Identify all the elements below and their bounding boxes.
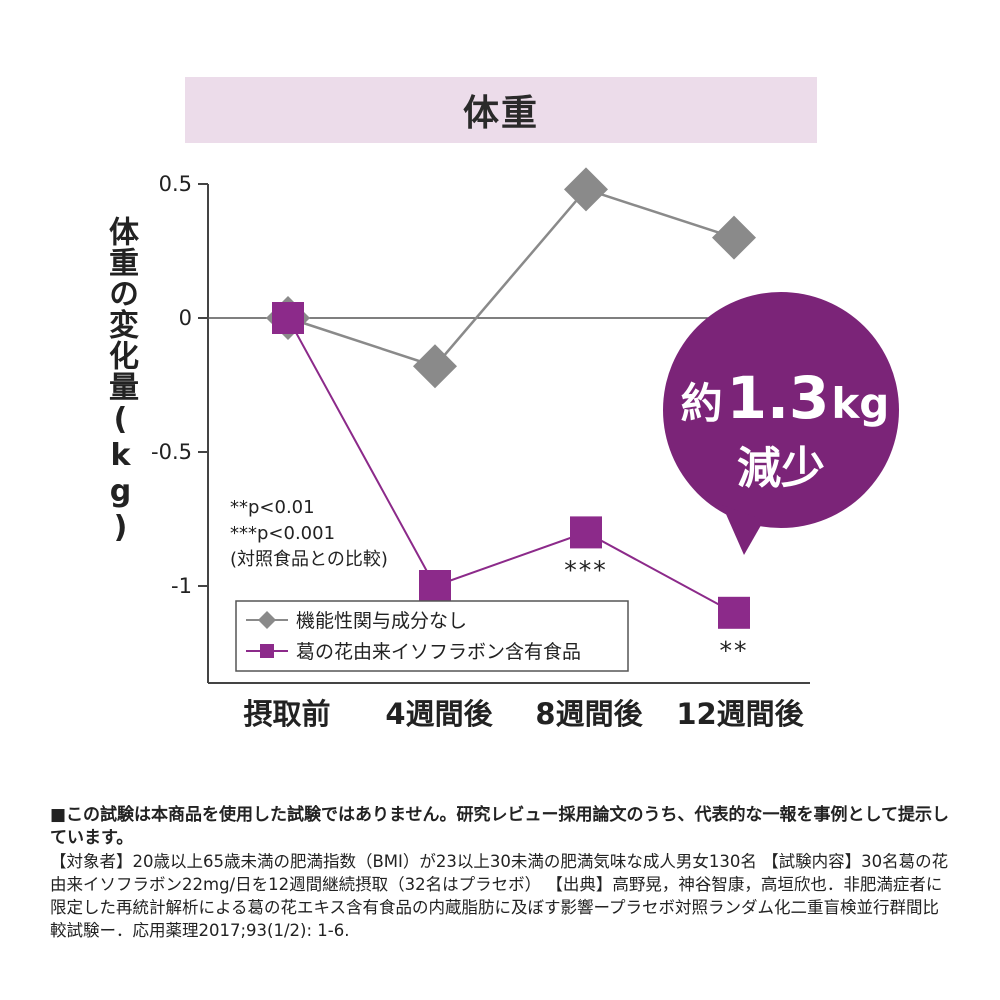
footnote: ■この試験は本商品を使用した試験ではありません。研究レビュー採用論文のうち、代表…: [50, 804, 955, 942]
legend-box: [235, 600, 629, 672]
significance-notes: **p<0.01 ***p<0.001 (対照食品との比較): [230, 497, 388, 570]
data-point: [718, 596, 750, 629]
y-tick-label: 0: [179, 306, 192, 330]
data-point: [272, 302, 304, 334]
significance-mark: ***: [564, 555, 608, 584]
callout-amount: 約1.3kg: [681, 364, 890, 432]
data-point: [712, 215, 756, 260]
y-tick-label: 0.5: [159, 172, 192, 196]
footnote-body: 【対象者】20歳以上65歳未満の肥満指数（BMI）が23以上30未満の肥満気味な…: [50, 852, 949, 940]
note-line: **p<0.01: [230, 497, 315, 518]
legend-label: 葛の花由来イソフラボン含有食品: [296, 641, 581, 663]
y-ticks: 0.5 0 -0.5 -1: [151, 172, 208, 598]
data-point: [419, 570, 451, 602]
data-point: [413, 344, 457, 389]
x-category-label: 12週間後: [676, 697, 804, 731]
significance-mark: **: [720, 636, 749, 665]
note-line: ***p<0.001: [230, 523, 335, 544]
x-category-label: 摂取前: [243, 697, 330, 731]
series-treatment: [272, 302, 750, 629]
y-axis-label: 体重の変化量(kg): [103, 216, 138, 546]
y-tick-label: -0.5: [151, 440, 192, 464]
callout-circle: [663, 292, 899, 528]
footnote-lead: ■この試験は本商品を使用した試験ではありません。研究レビュー採用論文のうち、代表…: [50, 805, 950, 848]
data-point: [564, 167, 608, 212]
x-category-labels: 摂取前 4週間後 8週間後 12週間後: [243, 697, 804, 731]
series-line: [287, 187, 735, 368]
chart-title: 体重: [462, 93, 539, 134]
title-band: 体重: [185, 77, 817, 143]
legend-marker: [258, 611, 276, 629]
data-point: [570, 516, 602, 549]
y-tick-label: -1: [171, 574, 192, 598]
x-category-label: 8週間後: [535, 697, 643, 731]
x-category-label: 4週間後: [385, 697, 493, 731]
note-line: (対照食品との比較): [230, 549, 388, 570]
callout-bubble: 約1.3kg 減少: [663, 292, 899, 555]
callout-decrease: 減少: [737, 443, 825, 494]
callout-pointer: [722, 505, 764, 555]
legend-label: 機能性関与成分なし: [296, 610, 467, 632]
legend-marker: [260, 644, 274, 658]
series-layer: [266, 167, 756, 629]
series-line: [287, 317, 735, 614]
